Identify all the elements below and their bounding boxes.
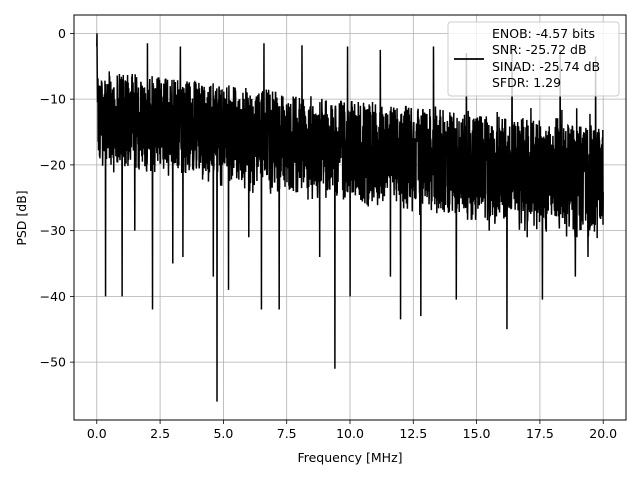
y-axis-ticks: 0 −10 −20 −30 −40 −50 xyxy=(40,26,74,370)
y-tick-label: −10 xyxy=(40,92,66,107)
psd-series xyxy=(96,33,604,402)
legend-box xyxy=(447,21,620,97)
x-axis-label: Frequency [MHz] xyxy=(297,450,402,465)
y-tick-label: −40 xyxy=(40,289,66,304)
legend: ENOB: -4.57 bits SNR: -25.72 dB SINAD: -… xyxy=(447,21,620,97)
x-tick-label: 5.0 xyxy=(213,426,233,441)
x-tick-label: 2.5 xyxy=(150,426,170,441)
legend-entry-sinad: SINAD: -25.74 dB xyxy=(492,59,600,74)
x-axis-ticks: 0.0 2.5 5.0 7.5 10.0 12.5 15.0 17.5 20.0 xyxy=(87,420,617,441)
x-tick-label: 7.5 xyxy=(277,426,297,441)
y-tick-label: −50 xyxy=(40,355,66,370)
legend-entry-snr: SNR: -25.72 dB xyxy=(492,42,587,57)
psd-line xyxy=(96,33,604,402)
x-tick-label: 12.5 xyxy=(399,426,427,441)
x-tick-label: 15.0 xyxy=(463,426,491,441)
x-tick-label: 20.0 xyxy=(589,426,617,441)
legend-entry-enob: ENOB: -4.57 bits xyxy=(492,26,595,41)
y-tick-label: −20 xyxy=(40,157,66,172)
y-tick-label: −30 xyxy=(40,223,66,238)
x-tick-label: 0.0 xyxy=(87,426,107,441)
legend-entry-sfdr: SFDR: 1.29 xyxy=(492,75,561,90)
x-tick-label: 10.0 xyxy=(336,426,364,441)
x-tick-label: 17.5 xyxy=(526,426,554,441)
y-axis-label: PSD [dB] xyxy=(14,190,29,245)
y-tick-label: 0 xyxy=(58,26,66,41)
